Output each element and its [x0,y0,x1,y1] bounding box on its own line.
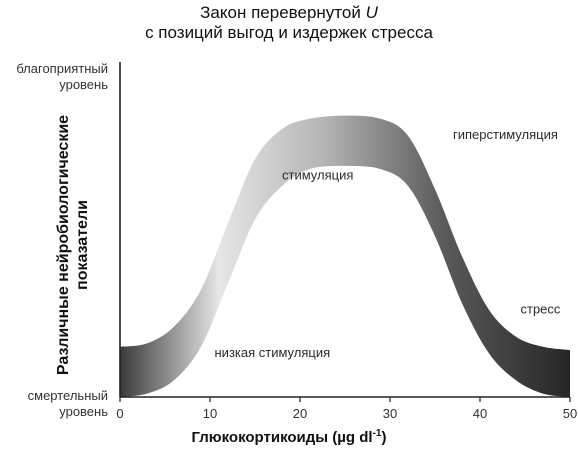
y-tick-bottom: смертельный уровень [28,388,108,420]
band-layer [120,115,570,397]
x-tick-label: 50 [563,406,577,421]
y-axis-title: Различные нейробиологические показатели [54,80,92,410]
y-tick-top-line2: уровень [59,77,108,92]
annotation-layer: низкая стимуляция стимуляция гиперстимуляц… [215,127,561,360]
chart-title-line2: с позиций выгод и издержек стресса [145,23,433,42]
curve-annotation: стимуляция [282,167,353,182]
curve-annotation: гиперстимуляция [453,127,558,142]
y-axis-title-line1: Различные нейробиологические [55,114,72,376]
x-axis-title: Глюкокортикоиды (µg dl-1) [0,428,578,446]
y-tick-bottom-line1: смертельный [27,388,108,403]
curve-annotation: стресс [521,301,561,316]
x-tick-label: 0 [116,406,123,421]
chart-title-italic-u: U [365,3,378,22]
x-axis-title-exponent: -1 [372,428,382,439]
y-tick-top-line1: благоприятный [16,61,108,76]
x-tick-label: 20 [293,406,307,421]
y-tick-bottom-line2: уровень [59,404,108,419]
x-tick-label: 30 [383,406,397,421]
curve-annotation: низкая стимуляция [215,345,331,360]
y-tick-top: благоприятный уровень [16,61,108,93]
x-tick-label: 10 [203,406,217,421]
chart-title-line1: Закон перевернутой U [0,2,578,24]
u-curve-band [120,115,570,397]
y-axis-title-line2: показатели [74,200,91,290]
x-tick-label: 40 [473,406,487,421]
x-axis-title-main: Глюкокортикоиды (µg dl [191,429,373,446]
chart-title-text: Закон перевернутой [200,3,361,22]
axis-layer: 0 10 20 30 40 50 [116,62,577,421]
x-axis-title-end: ) [381,429,387,446]
